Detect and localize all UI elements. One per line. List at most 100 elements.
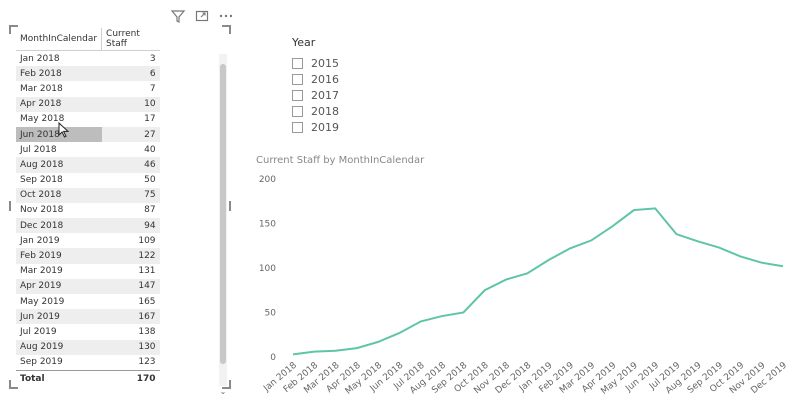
table-row[interactable]: Jan 2018 3 — [16, 51, 160, 67]
cell-month[interactable]: Jul 2019 — [20, 326, 57, 337]
cell-staff[interactable]: 75 — [101, 187, 160, 203]
table-row[interactable]: Jun 2018 27 — [16, 126, 160, 143]
table-row[interactable]: Aug 2018 46 — [16, 157, 160, 173]
cell-month[interactable]: Feb 2019 — [16, 248, 102, 264]
data-point[interactable] — [652, 205, 658, 211]
data-point[interactable] — [524, 270, 530, 276]
scroll-down-icon[interactable]: ⌄ — [219, 387, 227, 396]
cell-month[interactable]: Jul 2018 — [20, 144, 57, 155]
data-point[interactable] — [375, 339, 381, 345]
cell-month[interactable]: Mar 2018 — [20, 83, 63, 94]
table-row[interactable]: Nov 2018 87 — [16, 203, 160, 218]
cell-month[interactable]: Jan 2018 — [20, 53, 60, 64]
cell-staff[interactable]: 122 — [101, 248, 160, 264]
table-row[interactable]: Mar 2018 7 — [16, 81, 160, 96]
table-row[interactable]: May 2018 17 — [16, 112, 160, 127]
cell-staff[interactable]: 10 — [101, 96, 160, 112]
data-point[interactable] — [631, 207, 637, 213]
table-row[interactable]: Dec 2018 94 — [16, 218, 160, 234]
cell-month[interactable]: Jun 2019 — [16, 309, 102, 325]
cell-month[interactable]: May 2019 — [20, 296, 65, 307]
data-point[interactable] — [588, 237, 594, 243]
scrollbar-thumb[interactable] — [220, 64, 226, 364]
cell-month[interactable]: Apr 2018 — [16, 96, 102, 112]
cell-month[interactable]: Aug 2019 — [16, 339, 102, 355]
cell-month[interactable]: Aug 2018 — [16, 157, 102, 173]
table-row[interactable]: Aug 2019 130 — [16, 339, 160, 355]
cell-staff[interactable]: 165 — [138, 296, 156, 307]
table-row[interactable]: Apr 2018 10 — [16, 96, 160, 112]
data-point[interactable] — [333, 348, 339, 354]
cell-staff[interactable]: 131 — [138, 266, 156, 277]
cell-staff[interactable]: 109 — [138, 235, 156, 246]
data-point[interactable] — [759, 260, 765, 266]
cell-month[interactable]: Feb 2018 — [16, 66, 102, 82]
table-row[interactable]: Sep 2019 123 — [16, 355, 160, 371]
table-row[interactable]: Jan 2019 109 — [16, 233, 160, 248]
cell-staff[interactable]: 167 — [101, 309, 160, 325]
cell-staff[interactable]: 50 — [144, 175, 156, 186]
data-point[interactable] — [780, 263, 786, 269]
checkbox[interactable] — [292, 121, 303, 133]
data-point[interactable] — [482, 287, 488, 293]
cell-staff[interactable]: 40 — [144, 144, 156, 155]
slicer-option[interactable]: 2016 — [292, 71, 339, 87]
data-point[interactable] — [439, 313, 445, 319]
cell-staff[interactable]: 27 — [101, 126, 160, 143]
cell-staff[interactable]: 7 — [149, 83, 156, 94]
resize-handle[interactable] — [229, 201, 231, 211]
table-row[interactable]: Jul 2018 40 — [16, 142, 160, 157]
table-row[interactable]: Sep 2018 50 — [16, 173, 160, 188]
cell-month[interactable]: Nov 2018 — [20, 205, 64, 216]
data-point[interactable] — [695, 238, 701, 244]
cell-staff[interactable]: 3 — [149, 53, 156, 64]
more-options-icon[interactable] — [218, 8, 234, 24]
resize-handle[interactable] — [9, 25, 18, 34]
vertical-scrollbar[interactable]: ⌄ — [219, 54, 227, 396]
slicer-option[interactable]: 2017 — [292, 87, 339, 103]
checkbox[interactable] — [292, 89, 303, 101]
data-point[interactable] — [716, 245, 722, 251]
checkbox[interactable] — [292, 57, 303, 69]
cell-month[interactable]: Jan 2019 — [20, 235, 60, 246]
cell-month[interactable]: Sep 2018 — [20, 175, 63, 186]
table-row[interactable]: May 2019 165 — [16, 294, 160, 309]
data-point[interactable] — [610, 223, 616, 229]
data-point[interactable] — [418, 318, 424, 324]
column-header-month[interactable]: MonthInCalendar — [16, 28, 102, 51]
data-point[interactable] — [290, 351, 296, 357]
slicer-option[interactable]: 2019 — [292, 119, 339, 135]
series-line[interactable] — [292, 207, 784, 356]
data-point[interactable] — [311, 349, 317, 355]
table-row[interactable]: Jul 2019 138 — [16, 324, 160, 339]
filter-icon[interactable] — [170, 8, 186, 24]
checkbox[interactable] — [292, 73, 303, 85]
table-row[interactable]: Oct 2018 75 — [16, 187, 160, 203]
data-point[interactable] — [673, 231, 679, 237]
resize-handle[interactable] — [9, 201, 11, 211]
cell-month[interactable]: Mar 2019 — [20, 266, 63, 277]
cell-staff[interactable]: 17 — [144, 114, 156, 125]
cell-staff[interactable]: 6 — [101, 66, 160, 82]
cell-staff[interactable]: 123 — [138, 357, 156, 368]
table-row[interactable]: Apr 2019 147 — [16, 278, 160, 294]
resize-handle[interactable] — [9, 380, 18, 389]
cell-month[interactable]: Dec 2018 — [16, 218, 102, 234]
resize-handle[interactable] — [222, 380, 231, 389]
resize-handle[interactable] — [222, 25, 231, 34]
data-point[interactable] — [567, 245, 573, 251]
data-point[interactable] — [397, 330, 403, 336]
cell-staff[interactable]: 87 — [144, 205, 156, 216]
data-point[interactable] — [737, 253, 743, 259]
cell-month[interactable]: Oct 2018 — [16, 187, 102, 203]
table-row[interactable]: Jun 2019 167 — [16, 309, 160, 325]
cell-month[interactable]: May 2018 — [20, 114, 65, 125]
data-point[interactable] — [354, 345, 360, 351]
cell-month[interactable]: Sep 2019 — [20, 357, 63, 368]
checkbox[interactable] — [292, 105, 303, 117]
slicer-option[interactable]: 2015 — [292, 55, 339, 71]
table-row[interactable]: Mar 2019 131 — [16, 264, 160, 279]
focus-mode-icon[interactable] — [194, 8, 210, 24]
cell-staff[interactable]: 138 — [138, 326, 156, 337]
table-row[interactable]: Feb 2018 6 — [16, 66, 160, 82]
